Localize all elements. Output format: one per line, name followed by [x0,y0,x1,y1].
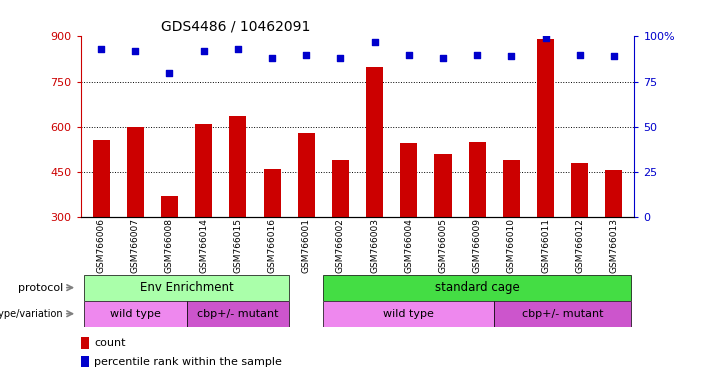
Point [232,46,243,52]
Bar [494,301,631,327]
Point [301,51,312,58]
Bar [606,170,622,217]
Text: GSM766011: GSM766011 [541,218,550,273]
Point [198,48,210,54]
Point [472,51,483,58]
Text: GSM766012: GSM766012 [576,218,584,273]
Text: GSM766005: GSM766005 [438,218,447,273]
Bar [537,40,554,217]
Bar [84,275,289,301]
Bar [84,301,186,327]
Bar [195,124,212,217]
Bar [503,160,520,217]
Bar [127,127,144,217]
Text: GSM766009: GSM766009 [472,218,482,273]
Point [95,46,107,52]
Text: GSM766016: GSM766016 [268,218,277,273]
Bar [468,142,486,217]
Text: GSM766008: GSM766008 [165,218,174,273]
Point [574,51,585,58]
Text: count: count [94,338,125,348]
Bar [81,356,89,367]
Bar [161,196,178,217]
Bar [229,116,247,217]
Text: wild type: wild type [110,309,161,319]
Text: GSM766003: GSM766003 [370,218,379,273]
Point [403,51,414,58]
Bar [81,337,89,349]
Text: GSM766007: GSM766007 [131,218,139,273]
Text: cbp+/- mutant: cbp+/- mutant [197,309,278,319]
Text: wild type: wild type [383,309,434,319]
Point [266,55,278,61]
Bar [186,301,289,327]
Text: GDS4486 / 10462091: GDS4486 / 10462091 [161,20,311,34]
Point [369,39,380,45]
Text: GSM766004: GSM766004 [404,218,414,273]
Text: GSM766006: GSM766006 [97,218,106,273]
Text: GSM766013: GSM766013 [609,218,618,273]
Text: GSM766015: GSM766015 [233,218,243,273]
Bar [366,66,383,217]
Point [505,53,517,60]
Point [335,55,346,61]
Point [437,55,449,61]
Bar [332,160,349,217]
Point [164,70,175,76]
Bar [93,140,109,217]
Bar [298,133,315,217]
Bar [571,163,588,217]
Text: protocol: protocol [18,283,63,293]
Text: Env Enrichment: Env Enrichment [139,281,233,294]
Point [608,53,620,60]
Bar [264,169,280,217]
Text: standard cage: standard cage [435,281,519,294]
Text: GSM766014: GSM766014 [199,218,208,273]
Point [540,35,551,41]
Bar [400,143,417,217]
Text: GSM766001: GSM766001 [301,218,311,273]
Point [130,48,141,54]
Bar [323,301,494,327]
Text: genotype/variation: genotype/variation [0,309,63,319]
Text: GSM766010: GSM766010 [507,218,516,273]
Bar [435,154,451,217]
Text: cbp+/- mutant: cbp+/- mutant [522,309,604,319]
Text: percentile rank within the sample: percentile rank within the sample [94,357,282,367]
Text: GSM766002: GSM766002 [336,218,345,273]
Bar [323,275,631,301]
